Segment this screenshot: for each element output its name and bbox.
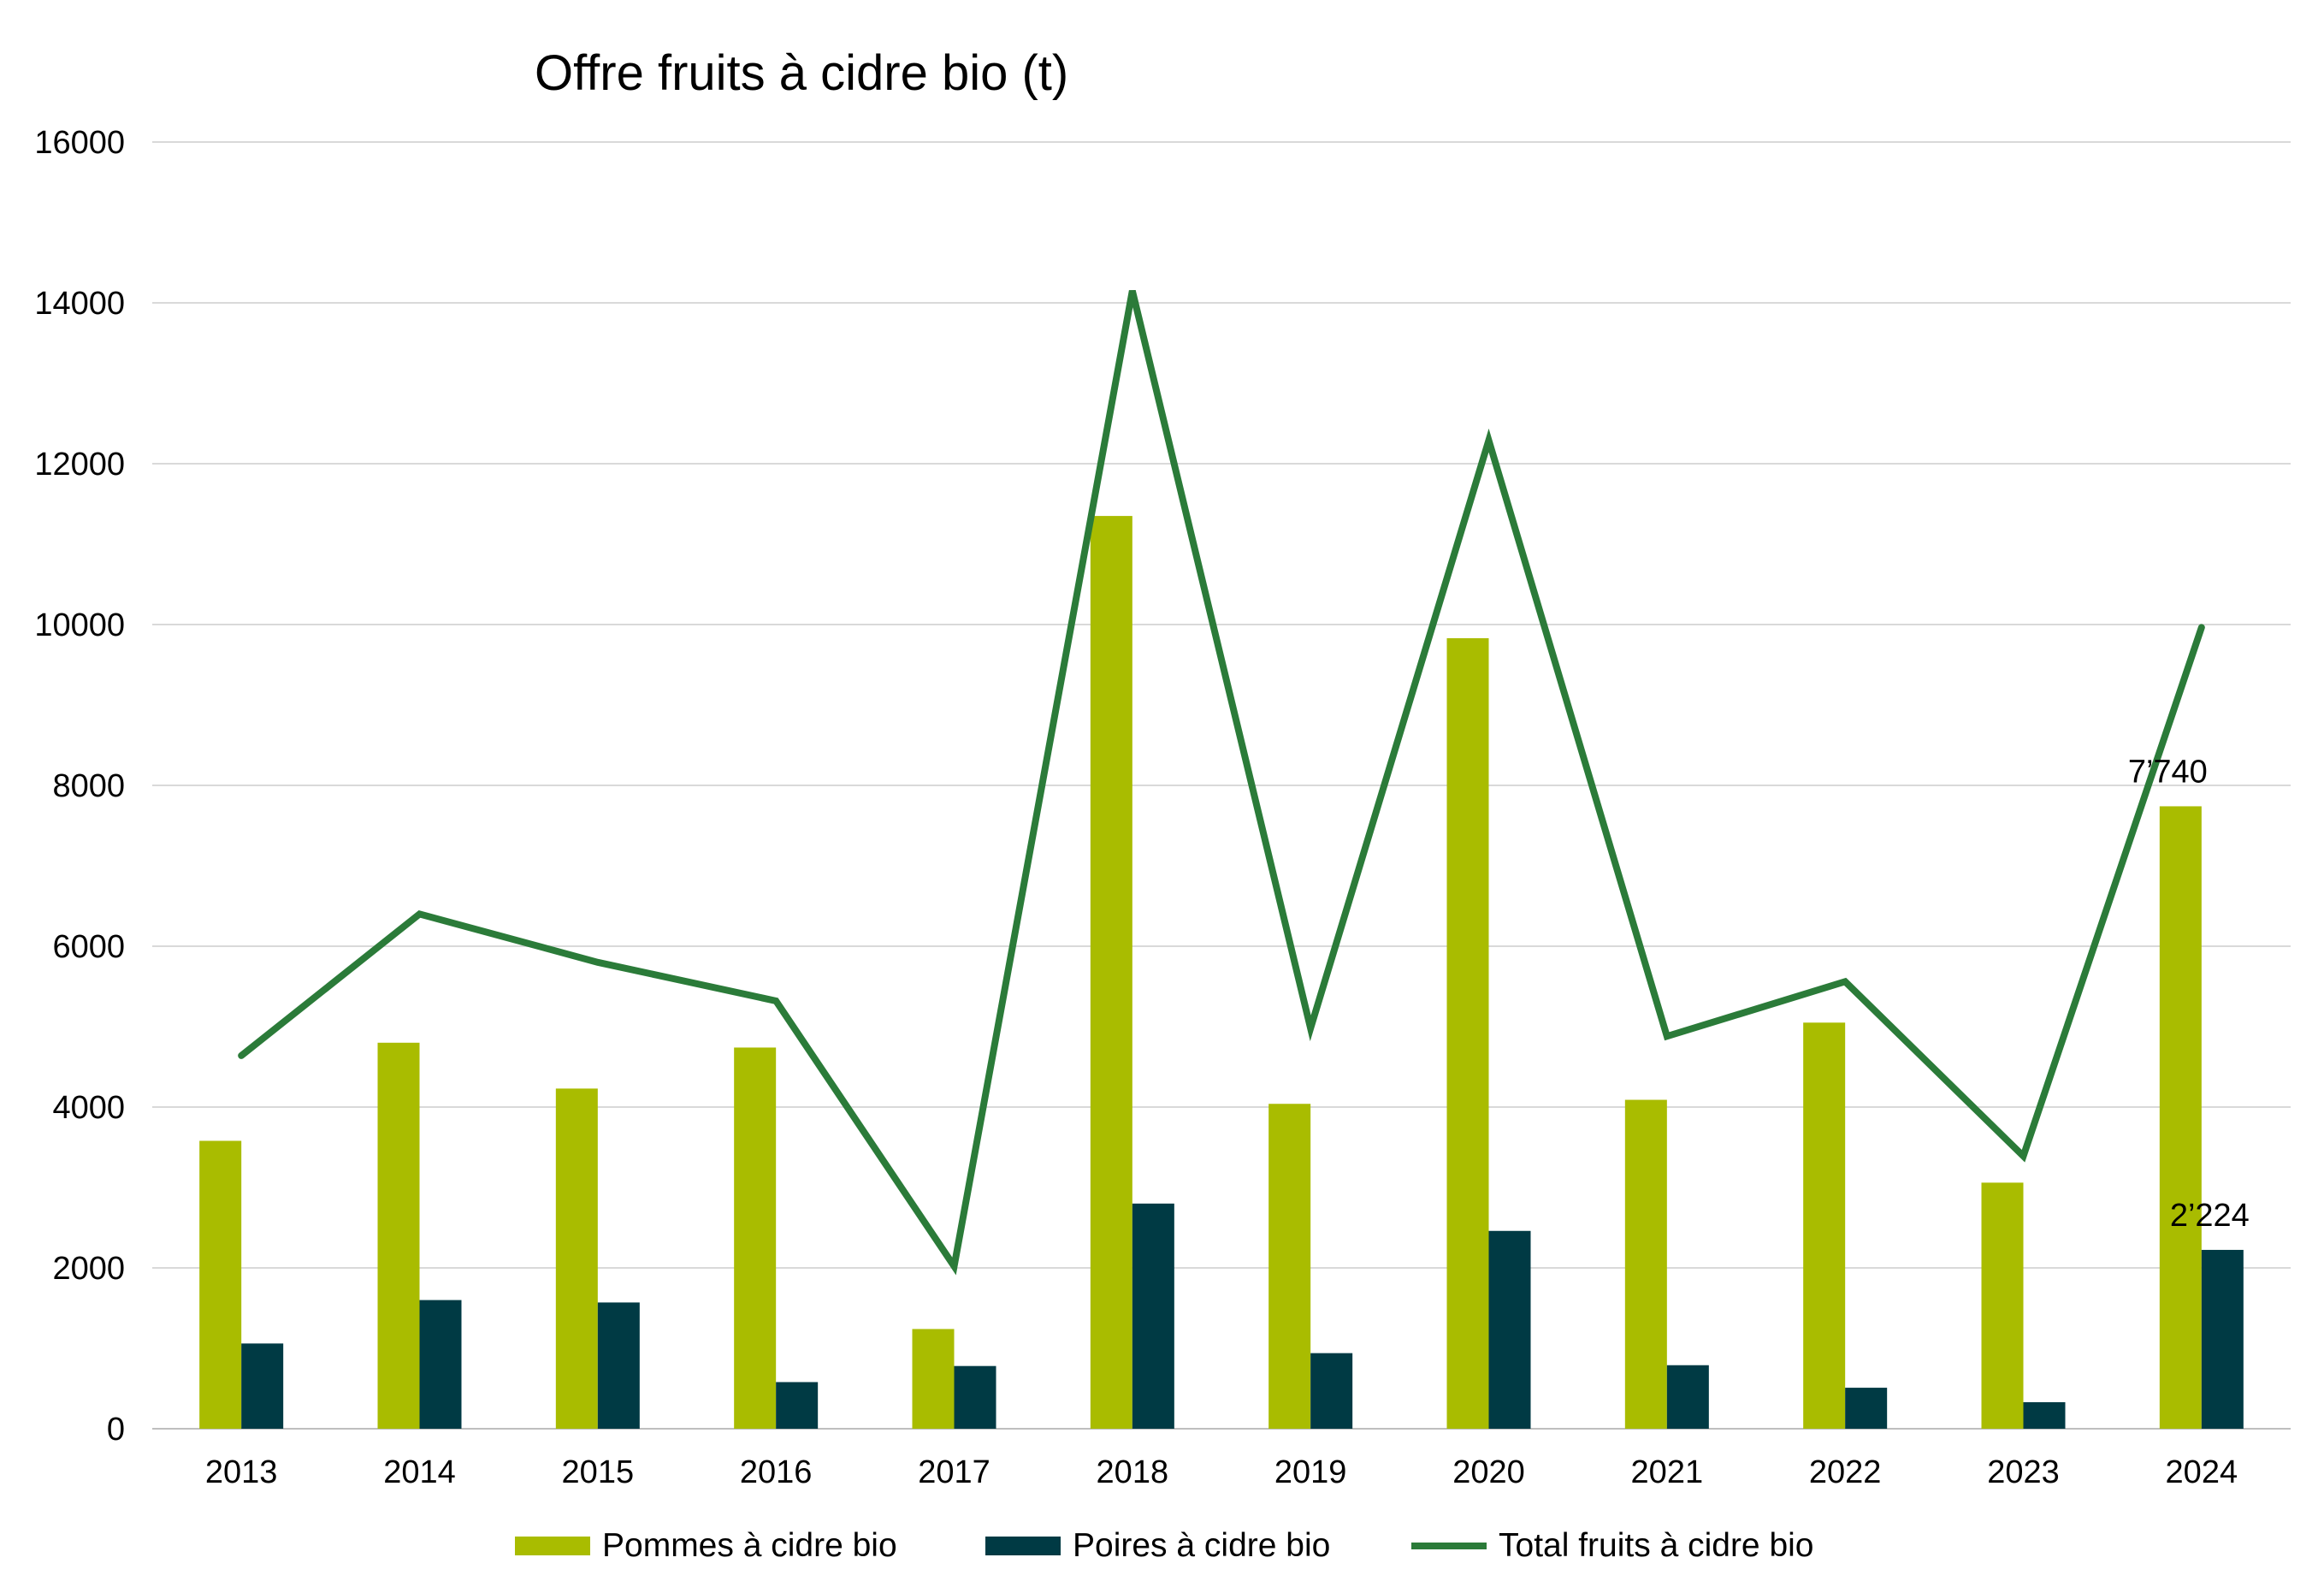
legend: Pommes à cidre bio Poires à cidre bio To… [0,1516,2324,1576]
y-tick-label-14000: 14000 [34,286,125,322]
x-tick-label-2015: 2015 [562,1454,635,1490]
bar-pommes-2021 [1624,1099,1667,1429]
x-axis-ticks: 2013 2014 2015 2016 2017 2018 2019 2020 2021 2022… [205,1454,2238,1490]
bar-poires-2021 [1666,1365,1709,1429]
x-tick-label-2019: 2019 [1274,1454,1347,1490]
x-tick-label-2023: 2023 [1987,1454,2060,1490]
y-tick-label-8000: 8000 [52,768,125,804]
x-tick-label-2020: 2020 [1452,1454,1525,1490]
y-tick-label-10000: 10000 [34,607,125,643]
legend-swatch-total [1411,1543,1487,1549]
x-tick-label-2016: 2016 [740,1454,813,1490]
legend-label-pommes: Pommes à cidre bio [602,1527,897,1564]
line-total [238,289,2205,1276]
legend-label-total: Total fruits à cidre bio [1499,1527,1814,1564]
bar-poires-2024 [2201,1249,2244,1429]
bar-pommes-2013 [199,1140,242,1429]
legend-swatch-poires [985,1537,1061,1555]
bar-pommes-2022 [1803,1022,1846,1429]
x-tick-label-2021: 2021 [1631,1454,1704,1490]
x-tick-label-2024: 2024 [2166,1454,2238,1490]
bar-pommes-2017 [912,1329,955,1429]
bar-poires-2022 [1845,1388,1888,1429]
bar-pommes-2023 [1981,1182,2024,1429]
bar-poires-2023 [2023,1401,2066,1429]
legend-label-poires: Poires à cidre bio [1073,1527,1331,1564]
x-tick-label-2018: 2018 [1097,1454,1169,1490]
x-tick-label-2014: 2014 [383,1454,456,1490]
legend-swatch-pommes [515,1537,590,1555]
bar-pommes-2019 [1268,1104,1311,1429]
y-axis-ticks: 0 2000 4000 6000 8000 10000 12000 14000 16000 [34,125,125,1448]
data-labels: 7’740 2’224 [2128,754,2250,1234]
bars [199,516,2244,1429]
legend-item-pommes: Pommes à cidre bio [515,1516,897,1576]
y-tick-label-12000: 12000 [34,447,125,483]
legend-item-total: Total fruits à cidre bio [1411,1516,1814,1576]
x-tick-label-2017: 2017 [918,1454,991,1490]
bar-poires-2018 [1132,1203,1174,1429]
bar-pommes-2015 [555,1088,598,1429]
bar-poires-2014 [419,1300,462,1429]
y-tick-label-6000: 6000 [52,929,125,965]
y-tick-label-0: 0 [107,1412,125,1448]
bar-poires-2015 [597,1302,640,1429]
y-tick-label-4000: 4000 [52,1090,125,1126]
x-tick-label-2022: 2022 [1809,1454,1882,1490]
bar-pommes-2016 [734,1047,777,1429]
y-tick-label-16000: 16000 [34,125,125,161]
bar-pommes-2014 [377,1042,420,1429]
bar-poires-2016 [776,1382,819,1429]
gridlines [152,141,2291,1430]
data-label-pommes-2024: 7’740 [2128,754,2208,790]
bar-poires-2017 [954,1365,996,1429]
chart-title: Offre fruits à cidre bio (t) [535,45,1069,101]
bar-poires-2013 [241,1343,284,1429]
data-label-poires-2024: 2’224 [2170,1198,2250,1234]
legend-item-poires: Poires à cidre bio [985,1516,1330,1576]
bar-pommes-2018 [1090,516,1132,1429]
y-tick-label-2000: 2000 [52,1251,125,1287]
bar-poires-2019 [1310,1353,1353,1429]
bar-poires-2020 [1488,1230,1531,1429]
total-line [238,289,2205,1276]
bar-pommes-2020 [1446,637,1489,1429]
bar-pommes-2024 [2159,806,2202,1429]
x-tick-label-2013: 2013 [205,1454,278,1490]
